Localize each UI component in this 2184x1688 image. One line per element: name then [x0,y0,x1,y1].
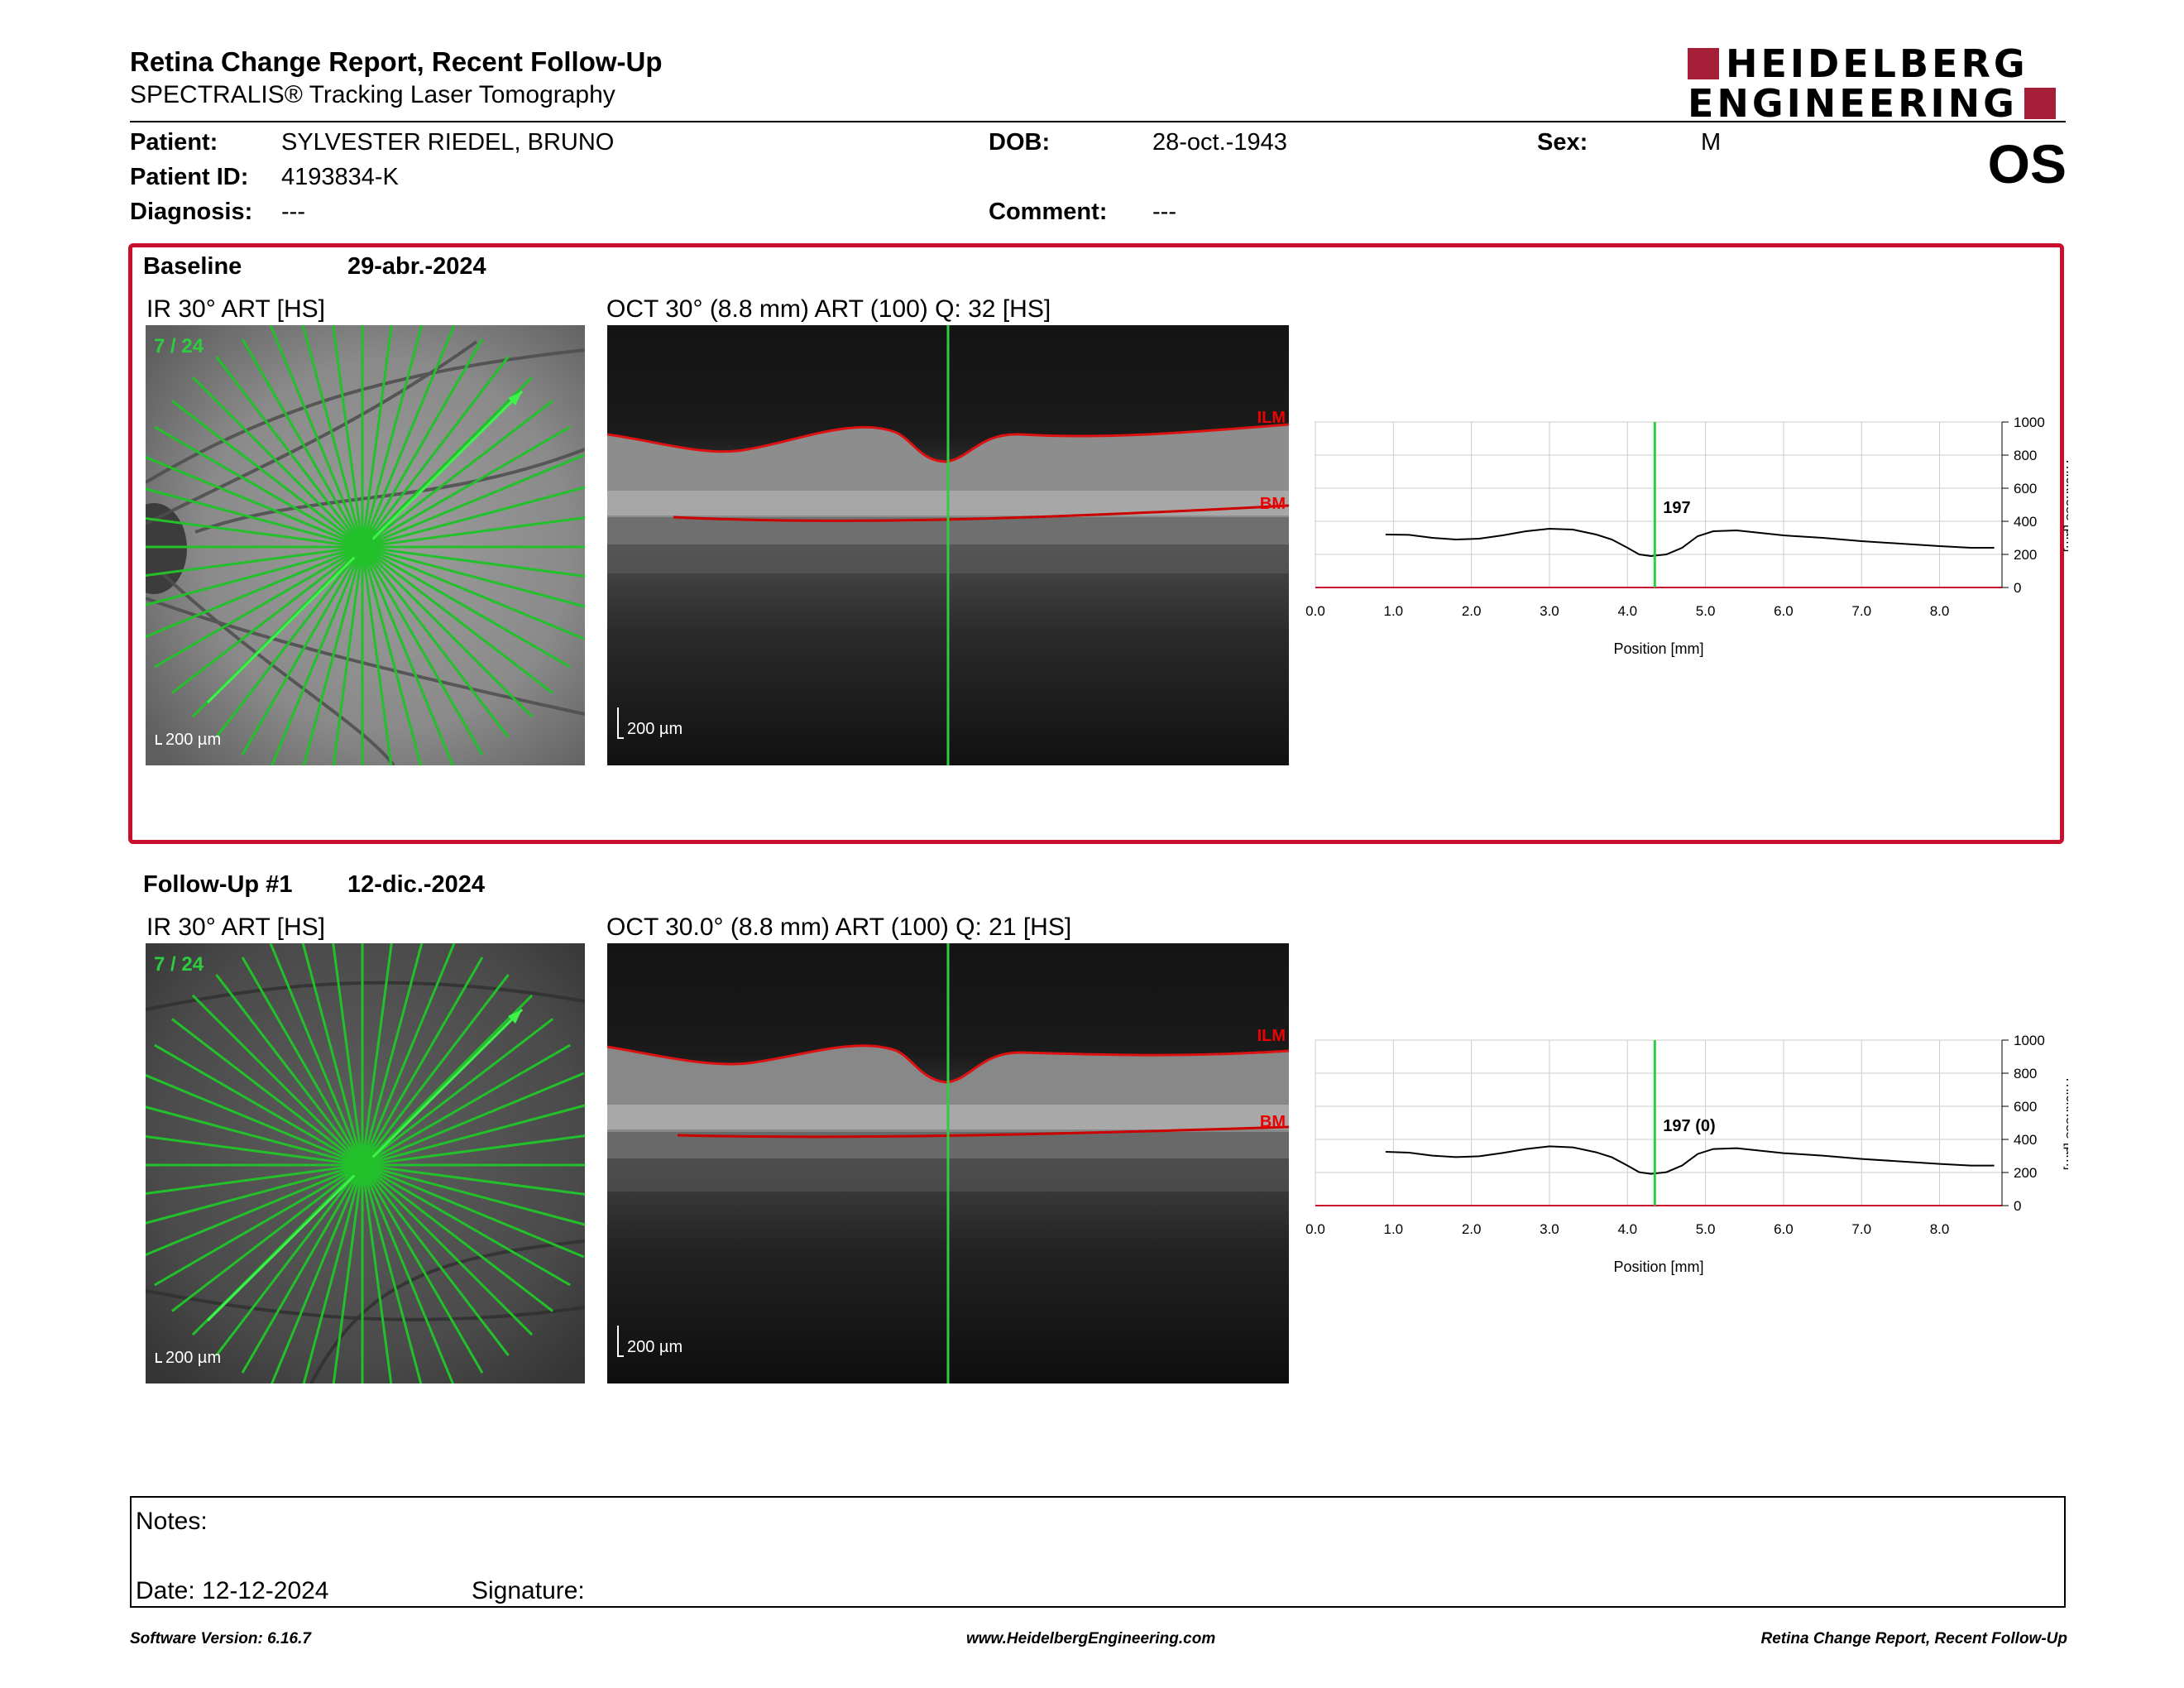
baseline-ir-scale: 200 µm [156,731,221,750]
baseline-oct-scale: 200 µm [617,707,682,739]
signature-label: Signature: [472,1577,585,1604]
header-divider [130,121,2066,122]
x-axis-label: Position [mm] [1613,1259,1703,1275]
y-tick-label: 0 [2014,580,2021,596]
followup-ilm-label: ILM [1257,1027,1286,1045]
marker-value-label: 197 (0) [1663,1117,1715,1135]
followup-bm-label: BM [1260,1113,1286,1131]
footer-website[interactable]: www.HeidelbergEngineering.com [966,1630,1216,1647]
x-tick-label: 3.0 [1540,1221,1559,1237]
y-tick-label: 400 [2014,514,2037,530]
y-axis-label: Thickness [µm] [2063,1076,2068,1171]
report-title: Retina Change Report, Recent Follow-Up [130,46,663,77]
patient-id-label: Patient ID: [130,164,249,190]
notes-box[interactable] [130,1496,2066,1608]
x-tick-label: 0.0 [1305,1221,1325,1237]
baseline-ilm-label: ILM [1257,409,1286,427]
patient-id: 4193834-K [281,164,399,190]
x-tick-label: 4.0 [1617,1221,1637,1237]
followup-oct-scale: 200 µm [617,1326,682,1357]
followup-oct-caption: OCT 30.0° (8.8 mm) ART (100) Q: 21 [HS] [606,914,1072,941]
logo-square-icon [1688,48,1719,79]
y-tick-label: 0 [2014,1198,2021,1214]
patient-label: Patient: [130,129,218,156]
baseline-thickness-chart: 0 200 400 600 800 1000 0.0 1.0 2.0 3.0 4.0 5.0 6.0 7.… [1299,414,2079,679]
diagnosis-label: Diagnosis: [130,199,253,225]
y-tick-label: 200 [2014,1165,2037,1181]
notes-label: Notes: [136,1508,208,1535]
logo-line-2: ENGINEERING [1688,81,2018,126]
baseline-oct-caption: OCT 30° (8.8 mm) ART (100) Q: 32 [HS] [606,295,1051,323]
diagnosis-value: --- [281,199,305,225]
eye-indicator: OS [1987,133,2067,194]
x-tick-label: 1.0 [1383,603,1403,619]
logo-square-icon [2024,88,2056,119]
baseline-bm-label: BM [1260,495,1286,513]
baseline-ir-image[interactable]: 7 / 24 200 µm [146,325,585,765]
x-tick-label: 6.0 [1774,1221,1794,1237]
followup-ir-caption: IR 30° ART [HS] [146,914,325,941]
scale-bar-icon [617,707,624,739]
y-tick-label: 400 [2014,1132,2037,1148]
report-subtitle: SPECTRALIS® Tracking Laser Tomography [130,81,615,108]
x-tick-label: 7.0 [1851,603,1871,619]
footer-software-version: Software Version: 6.16.7 [130,1630,311,1647]
followup-ir-scale: 200 µm [156,1349,221,1368]
followup-scan-index: 7 / 24 [154,953,204,976]
x-tick-label: 7.0 [1851,1221,1871,1237]
logo-line-1: HEIDELBERG [1726,41,2028,86]
y-tick-label: 600 [2014,481,2037,496]
dob-value: 28-oct.-1943 [1152,129,1287,156]
plot-frame [1315,421,2003,588]
x-tick-label: 0.0 [1305,603,1325,619]
sex-value: M [1701,129,1722,156]
thickness-line [1385,527,1995,558]
x-tick-label: 6.0 [1774,603,1794,619]
followup-label: Follow-Up #1 [143,871,293,898]
scale-bar-icon [156,735,162,745]
plot-frame [1315,1039,2003,1206]
y-tick-label: 800 [2014,448,2037,463]
sex-label: Sex: [1537,129,1588,156]
x-tick-label: 2.0 [1462,603,1482,619]
notes-date: Date: 12-12-2024 [136,1577,329,1604]
patient-name: SYLVESTER RIEDEL, BRUNO [281,129,615,156]
x-tick-label: 8.0 [1930,1221,1950,1237]
footer-report-name: Retina Change Report, Recent Follow-Up [1760,1630,2067,1647]
baseline-section [128,243,2064,844]
followup-date: 12-dic.-2024 [347,871,486,898]
comment-label: Comment: [989,199,1108,225]
comment-value: --- [1152,199,1176,225]
followup-oct-image[interactable]: ILM BM 200 µm [607,943,1289,1383]
y-tick-label: 1000 [2014,415,2045,430]
x-tick-label: 2.0 [1462,1221,1482,1237]
x-tick-label: 3.0 [1540,603,1559,619]
followup-thickness-chart: 0 200 400 600 800 1000 0.0 1.0 2.0 3.0 4.0 5.0 6.0 7.… [1299,1032,2079,1297]
baseline-scan-index: 7 / 24 [154,335,204,357]
y-axis-label: Thickness [µm] [2063,458,2068,553]
baseline-date: 29-abr.-2024 [347,253,486,280]
dob-label: DOB: [989,129,1051,156]
baseline-oct-image[interactable]: ILM BM 200 µm [607,325,1289,765]
x-tick-label: 5.0 [1696,1221,1716,1237]
followup-ir-image[interactable]: 7 / 24 200 µm [146,943,585,1383]
baseline-label: Baseline [143,253,242,280]
scale-bar-icon [617,1326,624,1357]
heidelberg-logo: HEIDELBERG ENGINEERING [1688,45,2068,122]
marker-value-label: 197 [1663,499,1690,517]
scale-bar-icon [156,1353,162,1363]
thickness-line [1385,1145,1995,1175]
x-tick-label: 4.0 [1617,603,1637,619]
y-tick-label: 1000 [2014,1033,2045,1048]
y-tick-label: 800 [2014,1066,2037,1081]
x-tick-label: 8.0 [1930,603,1950,619]
y-tick-label: 600 [2014,1099,2037,1115]
y-tick-label: 200 [2014,547,2037,563]
x-tick-label: 1.0 [1383,1221,1403,1237]
baseline-ir-caption: IR 30° ART [HS] [146,295,325,323]
x-tick-label: 5.0 [1696,603,1716,619]
x-axis-label: Position [mm] [1613,640,1703,657]
